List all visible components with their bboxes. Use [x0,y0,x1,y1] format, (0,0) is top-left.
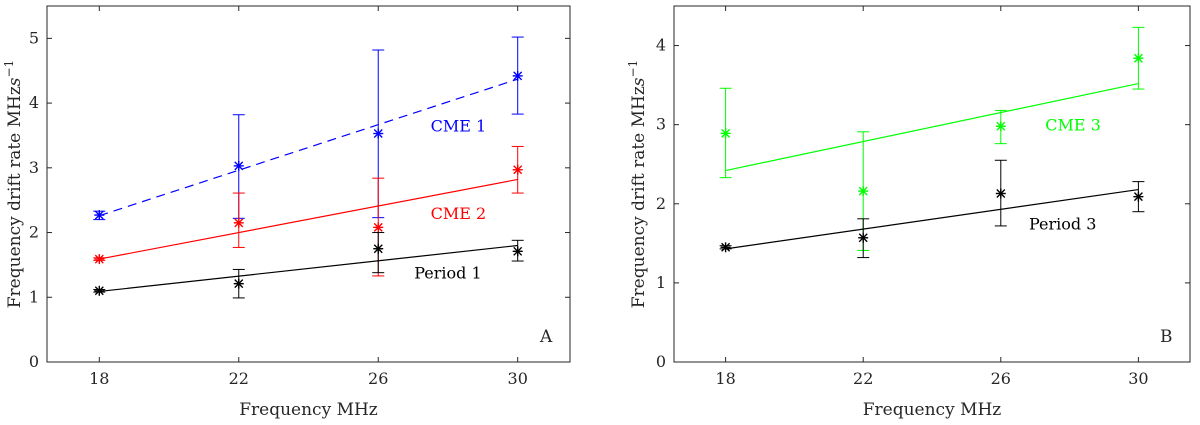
y-tick-label: 4 [29,93,39,112]
y-tick-label: 1 [656,273,666,292]
data-point-marker [233,278,244,289]
marker-stroke [513,165,523,175]
y-tick-label: 3 [656,115,666,134]
series-cme-3: CME 3 [719,26,1145,251]
y-tick-label: 5 [29,28,39,47]
chart-panel-b: 18 22 26 30 0 1 2 3 4 Frequency MHz Frequency drif… [626,5,1191,420]
series-period-1: Period 1 [93,232,524,299]
series-label: Period 3 [1029,215,1096,234]
y-tick-label: 1 [29,287,39,306]
marker-stroke [996,121,1006,131]
series-cme-1: CME 1 [93,36,524,221]
data-point-marker [94,210,105,221]
data-point-marker [94,254,105,265]
plot-area-frame [673,5,1191,363]
marker-stroke [234,218,244,228]
y-axis-label-text: Frequency drift rate MHz [629,86,649,308]
y-tick-label: 2 [29,223,39,242]
marker-stroke [858,186,868,196]
y-tick-label: 0 [656,352,666,371]
series-label: Period 1 [414,264,481,283]
series-period-3: Period 3 [719,159,1145,259]
panel-label: A [539,327,553,347]
fit-line [99,78,518,217]
y-axis-label: Frequency drift rate MHzs−1 [626,60,649,309]
x-tick-label: 30 [1128,369,1148,388]
y-axis-label-exponent: −1 [626,60,640,78]
marker-stroke [94,254,104,264]
marker-stroke [373,222,383,232]
data-point-marker [512,164,523,175]
x-tick-label: 26 [991,369,1011,388]
data-point-marker [995,121,1006,132]
marker-stroke [373,244,383,254]
data-point-marker [720,242,731,253]
marker-stroke [858,233,868,243]
marker-stroke [94,210,104,220]
data-point-marker [858,232,869,243]
data-point-marker [512,70,523,81]
chart-panel-a: 18 22 26 30 0 1 2 3 4 5 Frequency MHz Frequency dri… [2,5,571,420]
data-point-marker [94,285,105,296]
x-tick-label: 22 [853,369,873,388]
plot-area-frame [46,5,571,363]
data-point-marker [373,128,384,139]
data-point-marker [373,243,384,254]
marker-stroke [1133,192,1143,202]
y-axis-label-unit: s [5,77,25,86]
y-tick-label: 0 [29,352,39,371]
x-axis-label: Frequency MHz [863,400,1002,420]
marker-stroke [513,246,523,256]
data-point-marker [858,186,869,197]
x-tick-label: 26 [368,369,388,388]
fit-line [99,178,518,260]
y-axis-label: Frequency drift rate MHzs−1 [2,60,25,309]
x-tick-label: 18 [89,369,109,388]
marker-stroke [513,71,523,81]
data-point-marker [720,128,731,139]
fit-line [725,188,1139,250]
series-label: CME 3 [1045,116,1101,135]
y-axis-label-unit: s [629,77,649,86]
series-label: CME 1 [431,117,487,136]
x-tick-label: 22 [229,369,249,388]
marker-stroke [996,188,1006,198]
data-point-marker [233,217,244,228]
marker-stroke [234,279,244,289]
x-tick-label: 18 [715,369,735,388]
marker-stroke [373,129,383,139]
y-axis-label-exponent: −1 [2,60,16,78]
marker-stroke [94,286,104,296]
marker-stroke [721,242,731,252]
panel-label: B [1160,327,1173,347]
marker-stroke [721,128,731,138]
y-axis-label-text: Frequency drift rate MHz [5,86,25,308]
data-point-marker [233,160,244,171]
y-tick-label: 2 [656,194,666,213]
data-point-marker [995,188,1006,199]
x-tick-label: 30 [508,369,528,388]
y-tick-label: 4 [656,36,666,55]
fit-line [99,244,518,293]
y-tick-label: 3 [29,158,39,177]
data-point-marker [373,222,384,233]
series-cme-2: CME 2 [93,145,524,277]
fit-line [725,82,1139,172]
data-point-marker [512,246,523,257]
series-label: CME 2 [431,204,487,223]
data-point-marker [1133,53,1144,64]
marker-stroke [1133,53,1143,63]
data-point-marker [1133,191,1144,202]
x-axis-label: Frequency MHz [239,400,378,420]
marker-stroke [234,161,244,171]
